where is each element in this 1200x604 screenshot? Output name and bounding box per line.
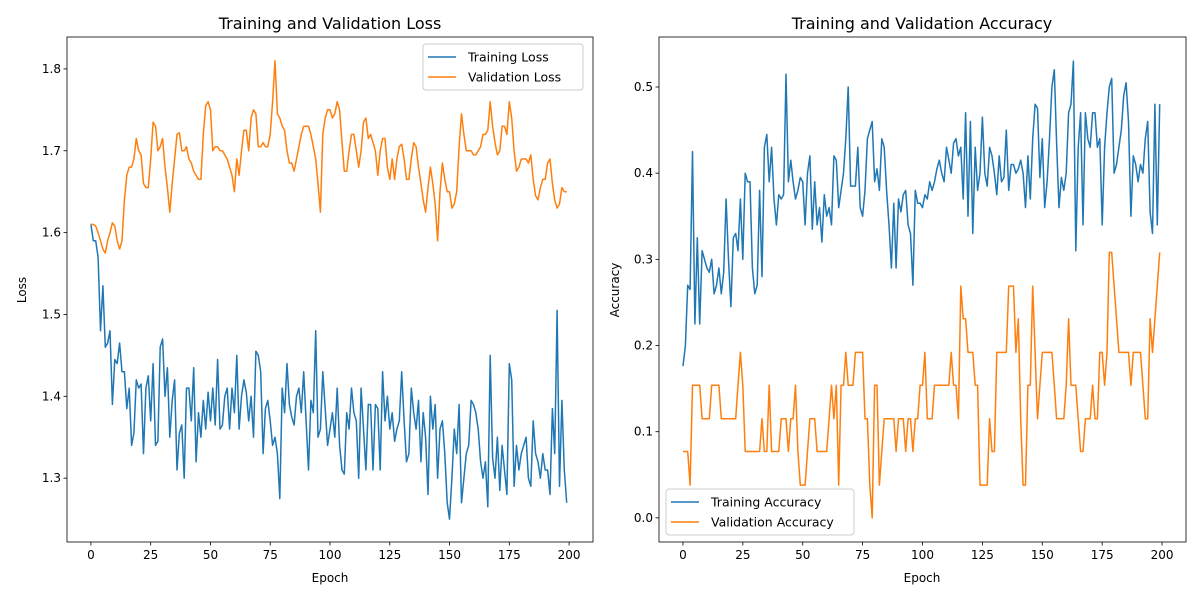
x-tick-label: 100 (319, 548, 342, 562)
x-tick-label: 100 (911, 548, 934, 562)
x-tick-label: 150 (1031, 548, 1054, 562)
y-tick-label: 0.5 (634, 80, 653, 94)
x-tick-label: 175 (498, 548, 521, 562)
x-tick-label: 50 (795, 548, 810, 562)
x-tick-label: 125 (378, 548, 401, 562)
y-tick-label: 0.4 (634, 166, 653, 180)
y-tick-label: 1.7 (42, 144, 61, 158)
y-tick-label: 1.5 (42, 307, 61, 321)
accuracy-chart: Training and Validation Accuracy Epoch A… (608, 14, 1187, 585)
x-tick-label: 0 (87, 548, 95, 562)
y-axis-label: Loss (15, 277, 29, 303)
y-tick-label: 0.2 (634, 339, 653, 353)
series-line-training-loss (90, 224, 568, 520)
legend-label: Training Loss (467, 50, 549, 65)
legend-frame (665, 488, 855, 536)
series-line-validation-loss (90, 59, 567, 254)
x-tick-label: 200 (1151, 548, 1174, 562)
series-line-validation-accuracy (683, 251, 1161, 519)
x-axis-label: Epoch (904, 571, 941, 585)
x-tick-label: 25 (143, 548, 158, 562)
x-tick-label: 150 (438, 548, 461, 562)
x-axis-label: Epoch (312, 571, 349, 585)
y-tick-label: 0.1 (634, 425, 653, 439)
legend: Training Accuracy Validation Accuracy (665, 488, 855, 536)
loss-chart: Training and Validation Loss Epoch Loss … (15, 14, 594, 585)
x-tick-label: 125 (971, 548, 994, 562)
y-tick-label: 0.0 (634, 511, 653, 525)
y-tick-label: 1.8 (42, 62, 61, 76)
x-tick-label: 75 (855, 548, 870, 562)
chart-title: Training and Validation Loss (218, 14, 442, 33)
chart-title: Training and Validation Accuracy (791, 14, 1053, 33)
y-tick-label: 1.4 (42, 389, 61, 403)
y-tick-label: 0.3 (634, 252, 653, 266)
x-tick-label: 200 (558, 548, 581, 562)
legend-label: Training Accuracy (710, 495, 822, 510)
x-tick-label: 25 (735, 548, 750, 562)
y-axis-label: Accuracy (608, 263, 622, 318)
y-tick-label: 1.6 (42, 226, 61, 240)
series-line-training-accuracy (682, 60, 1161, 367)
legend-label: Validation Accuracy (711, 515, 834, 530)
x-tick-label: 0 (679, 548, 687, 562)
x-tick-label: 50 (203, 548, 218, 562)
x-tick-label: 175 (1091, 548, 1114, 562)
legend-frame (422, 43, 584, 91)
x-tick-label: 75 (263, 548, 278, 562)
legend-label: Validation Loss (468, 70, 561, 85)
legend: Training Loss Validation Loss (422, 43, 584, 91)
y-tick-label: 1.3 (42, 471, 61, 485)
